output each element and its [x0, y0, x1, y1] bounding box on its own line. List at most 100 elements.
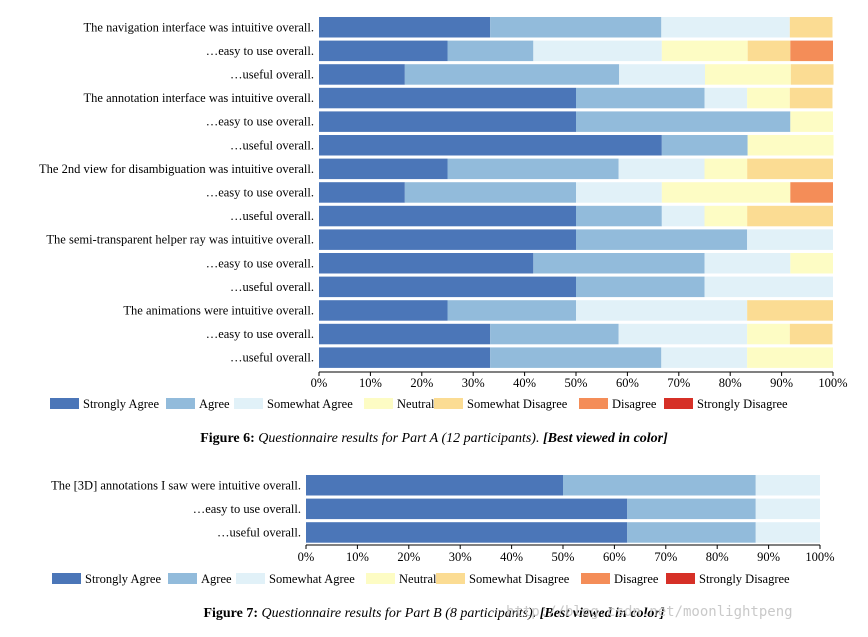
bar-segment — [661, 182, 791, 203]
category-label: The annotation interface was intuitive o… — [84, 91, 314, 105]
category-label: The navigation interface was intuitive o… — [84, 20, 314, 34]
category-label: The [3D] annotations I saw were intuitiv… — [51, 478, 301, 492]
category-label: …easy to use overall. — [206, 327, 314, 341]
bar-segment — [704, 158, 748, 180]
bar-segment — [447, 158, 619, 180]
bar-segment — [790, 182, 833, 203]
bar-segment — [319, 182, 405, 203]
bar-segment — [319, 17, 491, 38]
figure-6-caption: Figure 6: Questionnaire results for Part… — [0, 431, 868, 447]
bar-segment — [755, 498, 820, 520]
x-tick-label: 90% — [757, 550, 780, 564]
bar-segment — [319, 323, 491, 345]
bar-segment — [447, 300, 576, 321]
bar-segment — [576, 182, 662, 203]
bar-segment — [790, 253, 833, 274]
bar-segment — [661, 135, 748, 156]
x-tick-label: 40% — [500, 550, 523, 564]
legend-swatch — [166, 398, 195, 409]
legend-label: Somewhat Disagree — [467, 397, 568, 411]
category-label: …easy to use overall. — [206, 44, 314, 58]
bar-segment — [747, 323, 790, 345]
bar-segment — [789, 87, 833, 109]
bar-segment — [747, 205, 833, 227]
bar-segment — [563, 475, 756, 496]
x-tick-label: 90% — [770, 376, 793, 390]
bar-segment — [306, 475, 563, 496]
figure-7-caption-text: Questionnaire results for Part B (8 part… — [261, 606, 537, 621]
bar-segment — [790, 40, 833, 62]
category-label: …easy to use overall. — [206, 115, 314, 129]
x-tick-label: 60% — [603, 550, 626, 564]
category-label: …useful overall. — [230, 67, 314, 81]
x-tick-label: 30% — [449, 550, 472, 564]
legend-swatch — [434, 398, 463, 409]
legend-label: Agree — [201, 572, 232, 586]
bar-segment — [576, 276, 705, 298]
category-label: The semi-transparent helper ray was intu… — [46, 233, 314, 247]
bar-segment — [755, 475, 820, 496]
x-tick-label: 100% — [818, 376, 847, 390]
category-label: The 2nd view for disambiguation was intu… — [39, 162, 314, 176]
bar-segment — [319, 229, 576, 250]
bar-segment — [704, 205, 748, 227]
bar-segment — [747, 40, 791, 62]
x-tick-label: 10% — [346, 550, 369, 564]
bar-segment — [661, 347, 748, 368]
bar-segment — [319, 64, 405, 85]
legend-label: Strongly Disagree — [699, 572, 790, 586]
bar-segment — [490, 347, 662, 368]
bar-segment — [576, 111, 791, 132]
bar-segment — [490, 17, 662, 38]
category-label: …useful overall. — [230, 280, 314, 294]
legend-swatch — [364, 398, 393, 409]
legend-swatch — [168, 573, 197, 584]
figure-6-caption-note: [Best viewed in color] — [542, 431, 668, 446]
bar-segment — [747, 229, 833, 250]
x-tick-label: 20% — [410, 376, 433, 390]
legend-swatch — [666, 573, 695, 584]
bar-segment — [747, 300, 833, 321]
bar-segment — [618, 158, 705, 180]
bar-segment — [533, 253, 705, 274]
legend-swatch — [50, 398, 79, 409]
x-tick-label: 80% — [706, 550, 729, 564]
bar-segment — [319, 40, 448, 62]
bar-segment — [490, 323, 619, 345]
legend-swatch — [236, 573, 265, 584]
figure-7-caption-note: [Best viewed in color] — [539, 606, 665, 621]
figure-6-caption-text: Questionnaire results for Part A (12 par… — [258, 431, 540, 446]
bar-segment — [319, 300, 448, 321]
figure-6-caption-label: Figure 6: — [200, 431, 255, 446]
figure-7-caption: Figure 7: Questionnaire results for Part… — [0, 606, 868, 622]
chart-6: The navigation interface was intuitive o… — [39, 17, 848, 411]
bar-segment — [747, 87, 790, 109]
bar-segment — [705, 64, 791, 85]
x-tick-label: 50% — [552, 550, 575, 564]
bar-segment — [627, 498, 756, 520]
category-label: …useful overall. — [230, 209, 314, 223]
category-label: …easy to use overall. — [193, 502, 301, 516]
legend-swatch — [234, 398, 263, 409]
x-tick-label: 20% — [397, 550, 420, 564]
bar-segment — [704, 276, 833, 298]
x-tick-label: 10% — [359, 376, 382, 390]
bar-segment — [661, 17, 790, 38]
bar-segment — [747, 158, 833, 180]
legend-label: Somewhat Disagree — [469, 572, 570, 586]
x-tick-label: 30% — [462, 376, 485, 390]
category-label: …useful overall. — [230, 351, 314, 365]
legend-label: Neutral — [397, 397, 435, 411]
legend-swatch — [436, 573, 465, 584]
bar-segment — [306, 498, 628, 520]
bar-segment — [404, 182, 576, 203]
chart-7: The [3D] annotations I saw were intuitiv… — [51, 475, 835, 586]
category-label: …useful overall. — [230, 138, 314, 152]
legend-label: Disagree — [614, 572, 659, 586]
figure-7-caption-label: Figure 7: — [203, 606, 259, 621]
legend-swatch — [52, 573, 81, 584]
bar-segment — [306, 522, 628, 543]
category-label: The animations were intuitive overall. — [123, 303, 314, 317]
legend-swatch — [581, 573, 610, 584]
bar-segment — [790, 64, 834, 85]
